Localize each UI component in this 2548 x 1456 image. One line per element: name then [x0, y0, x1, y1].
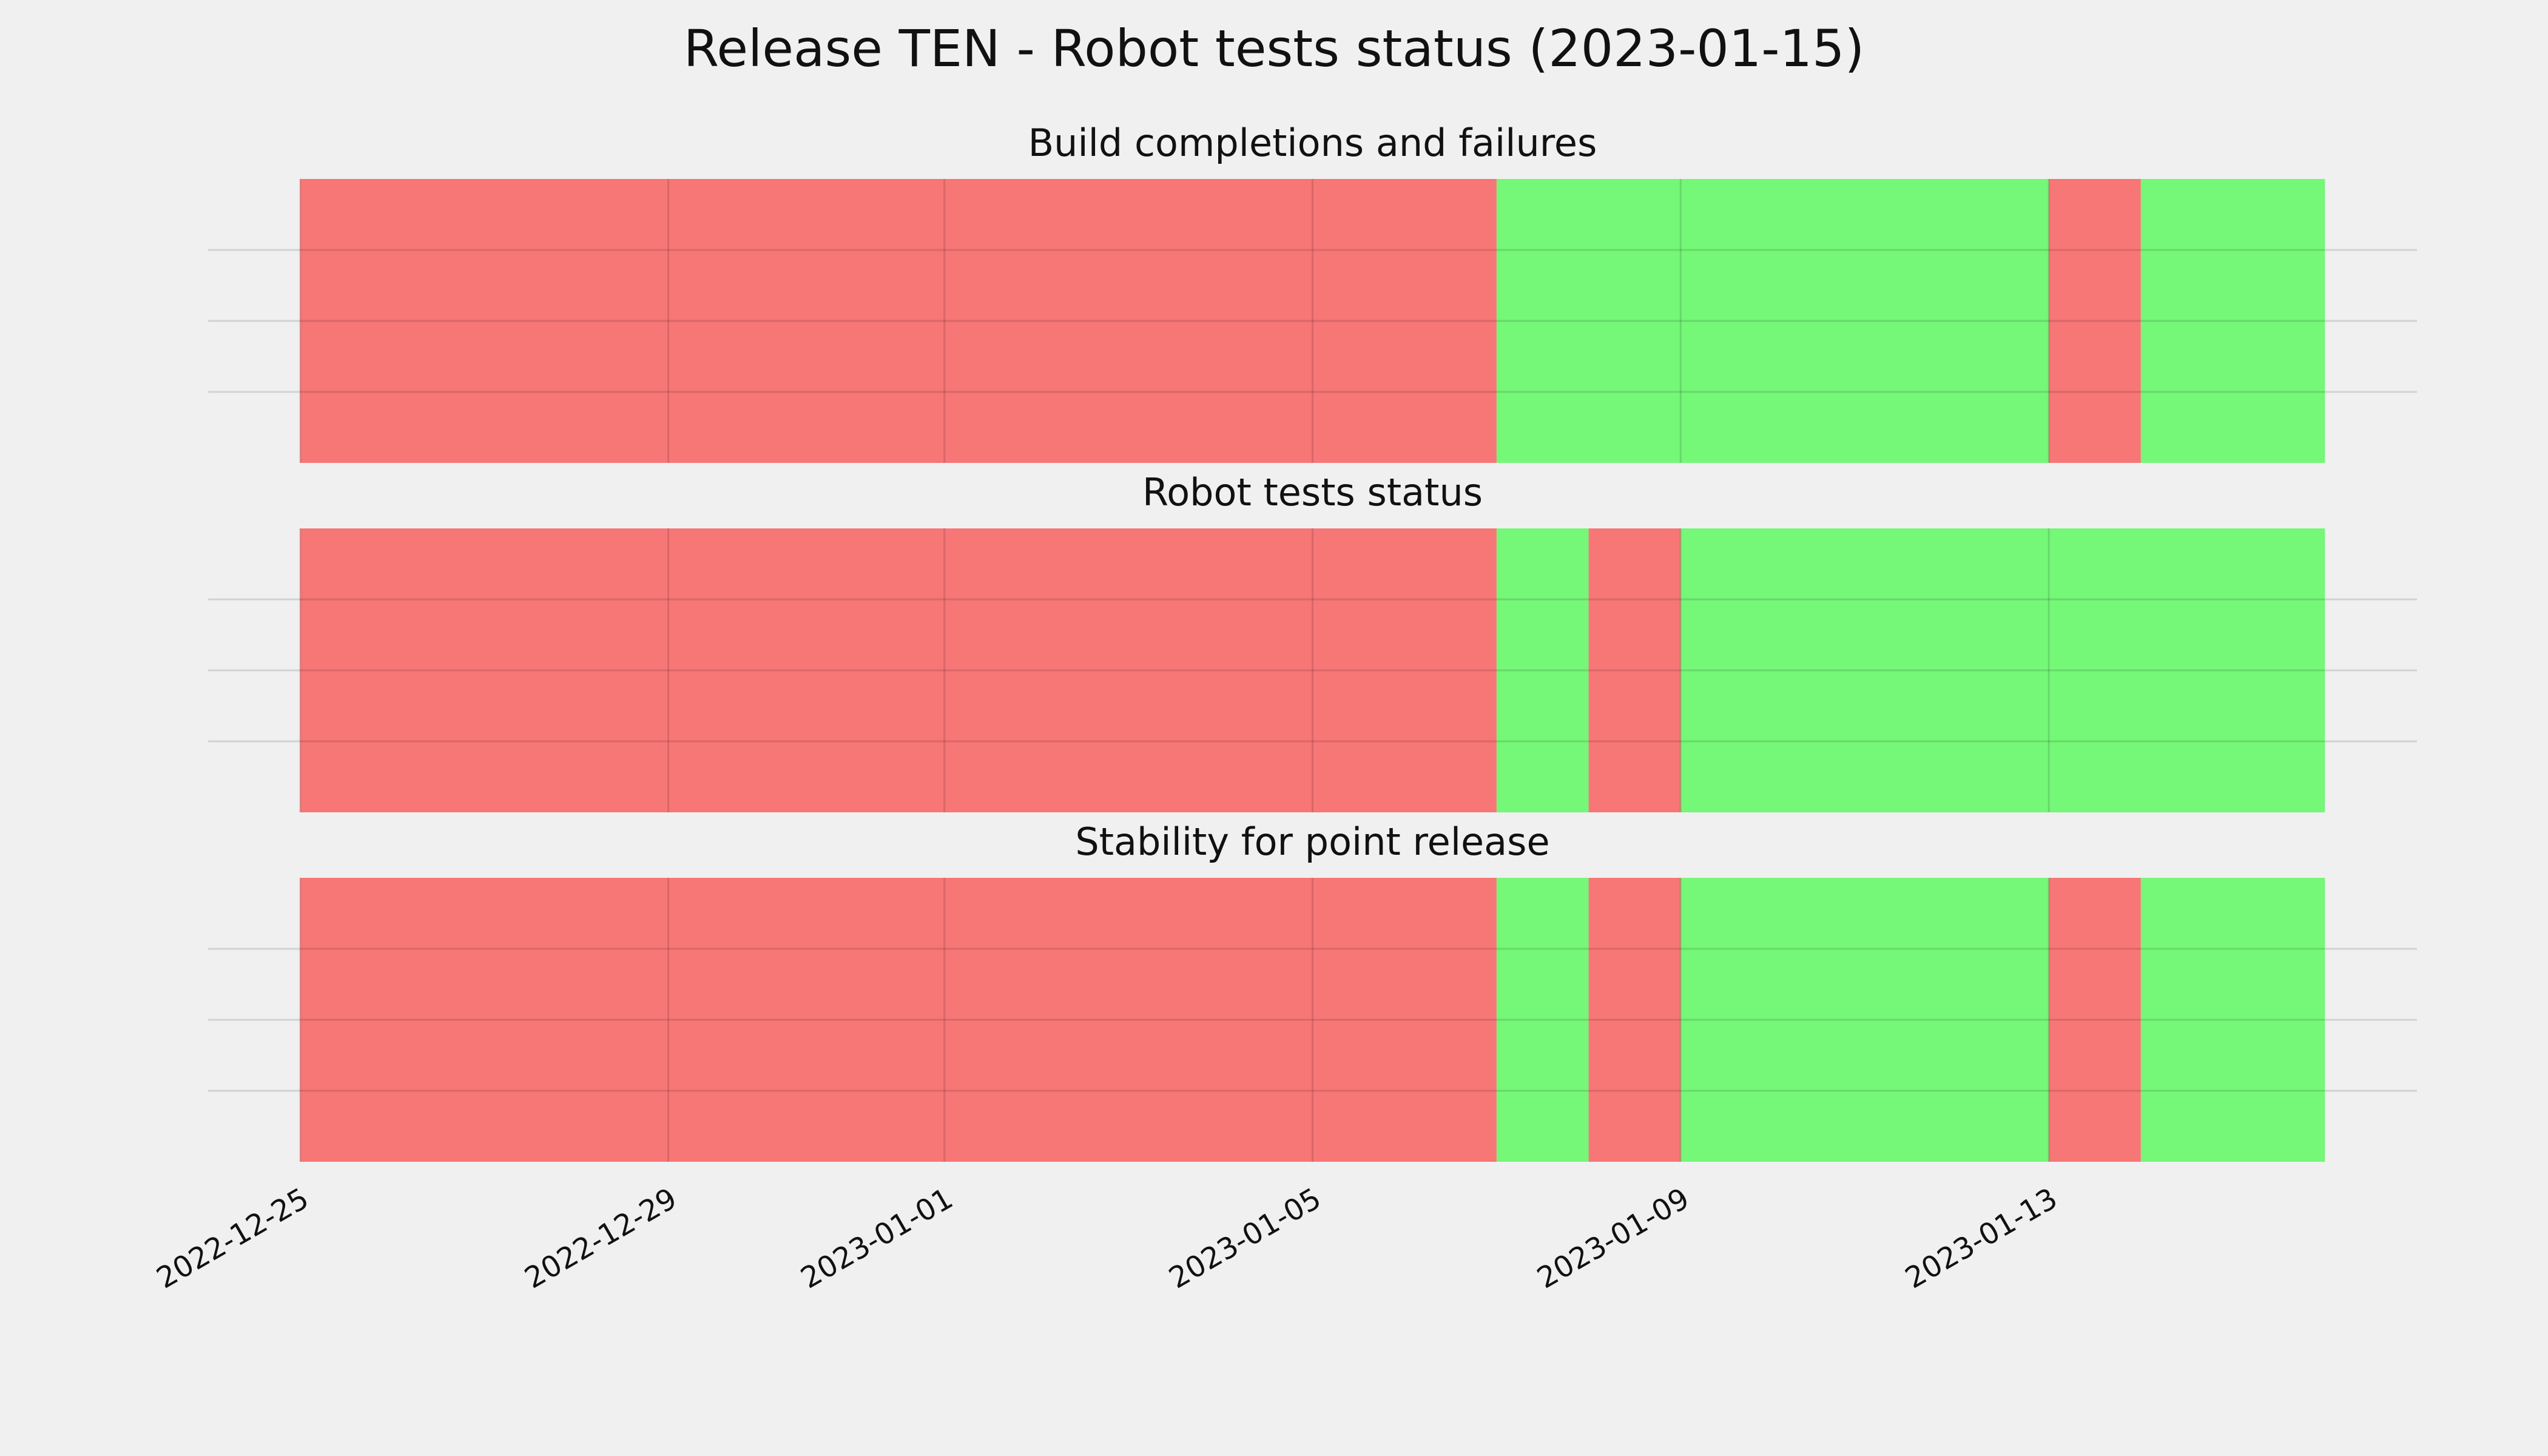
status-span — [2140, 878, 2325, 1162]
status-span — [1496, 528, 1589, 812]
status-span — [1496, 179, 2049, 463]
status-span — [300, 528, 1497, 812]
status-span — [2049, 179, 2141, 463]
status-span — [1588, 878, 1681, 1162]
status-span — [1496, 878, 1589, 1162]
panel-title: Stability for point release — [1075, 820, 1549, 864]
panel-title: Build completions and failures — [1028, 121, 1597, 165]
status-span — [1588, 528, 1681, 812]
status-span — [300, 179, 1497, 463]
status-span — [2049, 878, 2141, 1162]
status-span — [1680, 878, 2049, 1162]
panel-title: Robot tests status — [1142, 470, 1483, 514]
status-span — [2140, 179, 2325, 463]
status-span — [300, 878, 1497, 1162]
chart-title: Release TEN - Robot tests status (2023-0… — [684, 19, 1864, 78]
status-span — [1680, 528, 2325, 812]
